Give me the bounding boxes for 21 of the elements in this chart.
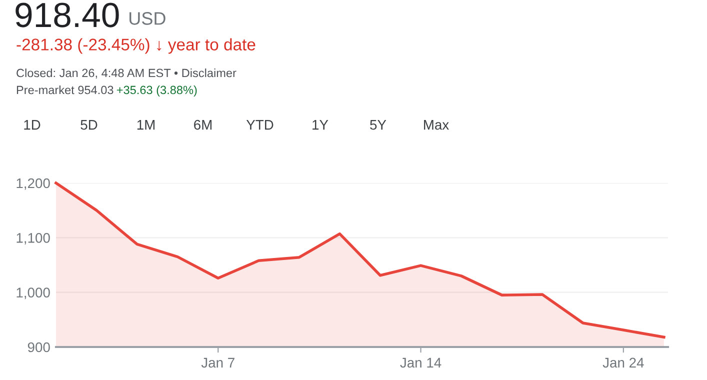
text: 1M	[137, 120, 155, 130]
y-tick-label: 900	[28, 342, 50, 352]
text: 5Y	[370, 120, 386, 130]
text: 5D	[80, 120, 98, 130]
text: 6M	[194, 120, 212, 130]
chart-subtitle: USD	[130, 12, 166, 25]
y-tick-label: 1,200	[16, 178, 50, 190]
chart-title: 918.40	[16, 2, 119, 28]
x-tick-label: Jan 14	[400, 358, 442, 368]
y-tick-label: 1,100	[16, 233, 50, 244]
text: 1Y	[312, 120, 328, 130]
x-tick-label: Jan 24	[602, 358, 644, 368]
text: Max	[424, 120, 449, 130]
x-tick-label: Jan 7	[201, 358, 234, 368]
y-tick-label: 1,000	[16, 288, 50, 300]
text: +35.63 (3.88%)	[116, 86, 197, 96]
text: Pre-market 954.03	[16, 86, 114, 94]
text: Closed: Jan 26, 4:48 AM EST • Disclaimer	[16, 68, 236, 79]
text: YTD	[246, 120, 274, 130]
text: 1D	[24, 120, 40, 130]
text: -281.38 (-23.45%) ↓ year to date	[16, 38, 256, 54]
